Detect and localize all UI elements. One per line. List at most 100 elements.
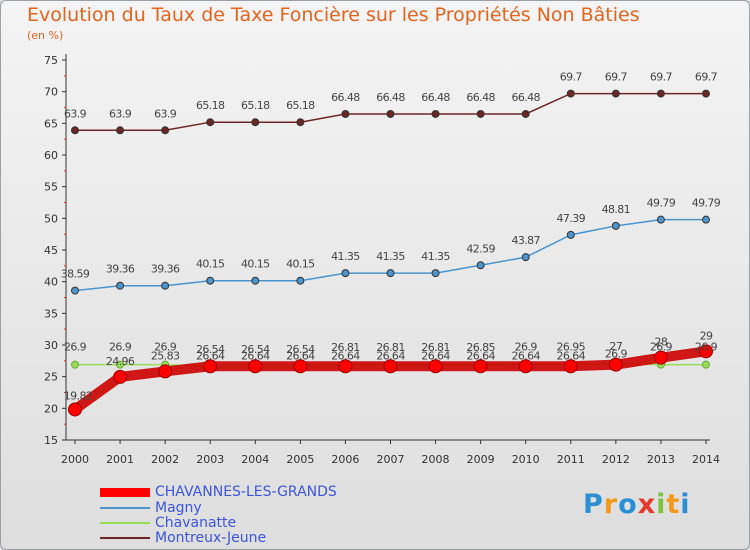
legend-label: Chavanatte [155,515,237,531]
data-point-3 [296,118,305,127]
data-label-0: 26.64 [466,349,495,362]
data-point-3 [611,89,620,98]
data-label-1: 43.87 [511,234,540,247]
data-label-0: 26.64 [421,349,450,362]
data-label-1: 40.15 [241,258,270,271]
data-label-3: 69.7 [650,71,673,84]
chart-title: Evolution du Taux de Taxe Foncière sur l… [27,4,640,26]
data-point-3 [476,109,485,118]
x-tick-label: 2014 [692,453,720,466]
data-label-2: 26.9 [650,341,673,354]
x-tick-label: 2006 [331,453,359,466]
y-tick-label: 15 [44,434,58,447]
y-tick-label: 25 [44,371,58,384]
data-point-0 [68,402,82,417]
data-point-0 [698,344,713,359]
data-label-0: 26.64 [557,349,586,362]
data-label-3: 66.48 [376,91,405,104]
data-label-3: 66.48 [466,91,495,104]
data-point-2 [701,360,710,369]
data-label-0: 26.64 [376,349,405,362]
data-label-2: 26.9 [154,341,177,354]
x-tick-label: 2005 [286,453,314,466]
logo-letter: o [618,489,638,520]
x-tick-label: 2003 [196,453,224,466]
data-label-1: 41.35 [331,250,360,263]
y-tick-label: 75 [44,54,58,67]
data-label-2: 26.9 [515,341,538,354]
data-point-3 [386,109,395,118]
data-label-3: 69.7 [560,71,583,84]
data-point-0 [158,364,173,379]
data-point-1 [386,269,395,278]
data-point-1 [341,269,350,278]
data-label-0: 26.9 [605,348,628,361]
logo-letter: P [583,489,604,520]
legend-swatch [100,487,150,497]
data-label-0: 19.82 [64,389,93,402]
data-label-3: 65.18 [241,99,270,112]
data-label-1: 39.36 [106,263,135,276]
data-point-1 [161,281,170,290]
data-point-0 [113,369,128,384]
x-tick-label: 2001 [106,453,134,466]
data-label-2: 26.9 [109,341,132,354]
data-label-1: 38.59 [61,268,90,281]
data-label-0: 29 [700,329,713,342]
data-label-1: 42.59 [466,242,495,255]
x-tick-label: 2002 [151,453,179,466]
data-point-0 [518,359,533,374]
data-label-0: 26.64 [196,349,225,362]
data-label-0: 26.64 [511,349,540,362]
data-label-2: 26.81 [331,341,360,354]
x-tick-label: 2011 [557,453,585,466]
data-label-1: 47.39 [557,212,586,225]
data-label-1: 41.35 [376,250,405,263]
data-label-3: 66.48 [331,91,360,104]
data-point-0 [653,350,668,365]
data-point-0 [293,359,308,374]
data-label-2: 26.9 [64,341,87,354]
data-label-2: 26.9 [695,341,718,354]
y-tick-label: 35 [44,307,58,320]
data-point-1 [116,281,125,290]
data-point-3 [701,89,710,98]
x-tick-label: 2008 [422,453,450,466]
data-point-3 [521,109,530,118]
data-label-0: 26.64 [286,349,315,362]
proxiti-logo: Proxiti [583,489,691,520]
y-tick-label: 70 [44,86,58,99]
x-tick-label: 2000 [61,453,89,466]
data-point-0 [203,359,218,374]
data-label-1: 40.15 [286,258,315,271]
y-tick-label: 60 [44,149,58,162]
data-point-3 [251,118,260,127]
y-tick-label: 20 [44,402,58,415]
legend-label: Montreux-Jeune [155,530,267,546]
legend-label: CHAVANNES-LES-GRANDS [155,484,337,500]
data-label-1: 48.81 [602,203,631,216]
data-label-1: 49.79 [647,197,676,210]
legend-swatch [100,507,150,509]
data-point-3 [566,89,575,98]
data-label-0: 24.96 [106,355,135,368]
y-tick-label: 65 [44,117,58,130]
data-label-3: 65.18 [286,99,315,112]
data-point-1 [431,269,440,278]
data-point-1 [476,261,485,270]
data-point-1 [206,276,215,285]
data-point-0 [473,359,488,374]
data-point-3 [431,109,440,118]
y-tick-label: 45 [44,244,58,257]
data-label-0: 25.83 [151,349,180,362]
x-tick-label: 2004 [241,453,269,466]
y-tick-label: 50 [44,212,58,225]
x-tick-label: 2010 [512,453,540,466]
data-label-2: 26.54 [241,343,270,356]
data-point-3 [341,109,350,118]
data-label-3: 63.9 [64,107,87,120]
data-label-3: 63.9 [109,107,132,120]
x-tick-label: 2009 [467,453,495,466]
data-label-1: 49.79 [692,197,721,210]
